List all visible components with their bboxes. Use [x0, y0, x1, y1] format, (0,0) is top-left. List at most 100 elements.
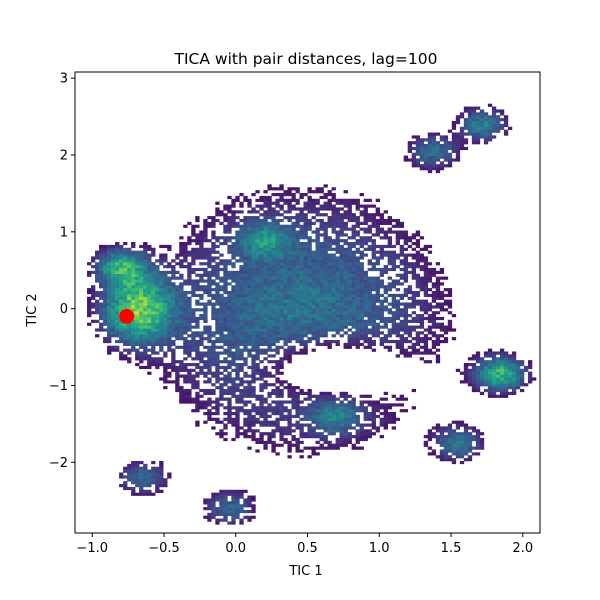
heatmap-cell	[467, 132, 473, 136]
heatmap-cell	[243, 348, 248, 352]
heatmap-cell	[247, 233, 252, 237]
heatmap-cell	[271, 210, 276, 214]
heatmap-cell	[155, 360, 160, 364]
heatmap-cell	[115, 334, 120, 338]
heatmap-cell	[203, 290, 208, 295]
heatmap-cell	[475, 112, 481, 116]
heatmap-cell	[367, 302, 372, 306]
heatmap-cell	[295, 296, 300, 300]
heatmap-cell	[259, 339, 264, 344]
heatmap-cell	[487, 380, 493, 384]
heatmap-cell	[351, 400, 356, 404]
heatmap-cell	[331, 426, 336, 430]
heatmap-cell	[327, 311, 332, 315]
heatmap-cell	[363, 334, 368, 338]
heatmap-cell	[327, 218, 332, 223]
heatmap-cell	[235, 492, 240, 496]
heatmap-cell	[371, 308, 376, 312]
heatmap-cell	[111, 259, 116, 263]
heatmap-cell	[283, 265, 288, 269]
heatmap-cell	[243, 322, 248, 326]
heatmap-cell	[223, 285, 228, 289]
heatmap-cell	[315, 308, 320, 312]
heatmap-cell	[203, 270, 208, 274]
heatmap-cell	[87, 314, 92, 318]
heatmap-cell	[123, 475, 128, 479]
heatmap-cell	[419, 285, 425, 289]
heatmap-cell	[283, 429, 288, 433]
heatmap-cell	[371, 296, 376, 300]
heatmap-cell	[235, 345, 240, 349]
heatmap-cell	[343, 414, 348, 419]
heatmap-cell	[307, 250, 312, 254]
heatmap-cell	[259, 322, 264, 326]
heatmap-cell	[279, 239, 284, 243]
heatmap-cell	[203, 233, 208, 237]
heatmap-cell	[431, 285, 437, 289]
heatmap-cell	[323, 201, 328, 205]
heatmap-cell	[319, 334, 324, 338]
heatmap-cell	[151, 319, 156, 323]
heatmap-cell	[319, 293, 324, 298]
heatmap-cell	[395, 279, 400, 283]
heatmap-cell	[491, 354, 497, 358]
heatmap-cell	[487, 354, 493, 358]
heatmap-cell	[215, 521, 220, 525]
heatmap-cell	[315, 325, 320, 329]
heatmap-cell	[251, 342, 256, 347]
heatmap-cell	[471, 363, 477, 367]
heatmap-cell	[331, 302, 336, 306]
heatmap-cell	[323, 224, 328, 228]
heatmap-cell	[223, 265, 228, 269]
heatmap-cell	[103, 285, 108, 289]
heatmap-cell	[327, 279, 332, 283]
heatmap-cell	[395, 241, 400, 246]
heatmap-cell	[299, 337, 304, 341]
heatmap-cell	[299, 267, 304, 272]
heatmap-cell	[283, 288, 288, 292]
heatmap-cell	[287, 411, 292, 416]
heatmap-cell	[283, 282, 288, 286]
heatmap-cell	[491, 365, 497, 370]
heatmap-cell	[199, 288, 204, 292]
heatmap-cell	[439, 435, 445, 439]
heatmap-cell	[347, 270, 352, 274]
heatmap-cell	[455, 158, 461, 162]
heatmap-cell	[327, 285, 332, 289]
heatmap-cell	[211, 273, 216, 277]
heatmap-cell	[151, 270, 156, 274]
heatmap-cell	[271, 331, 276, 335]
heatmap-cell	[115, 282, 120, 286]
heatmap-cell	[287, 400, 292, 404]
heatmap-cell	[487, 135, 493, 139]
heatmap-cell	[275, 293, 280, 298]
heatmap-cell	[107, 259, 112, 263]
heatmap-cell	[119, 273, 124, 277]
heatmap-cell	[183, 322, 188, 326]
heatmap-cell	[295, 420, 300, 424]
heatmap-cell	[339, 302, 344, 306]
heatmap-cell	[151, 285, 156, 289]
heatmap-cell	[215, 371, 220, 375]
heatmap-cell	[231, 314, 236, 318]
heatmap-cell	[299, 305, 304, 309]
heatmap-cell	[299, 411, 304, 416]
heatmap-cell	[275, 339, 280, 344]
heatmap-cell	[347, 342, 352, 347]
heatmap-cell	[151, 305, 156, 309]
heatmap-cell	[351, 253, 356, 257]
heatmap-cell	[271, 250, 276, 254]
heatmap-cell	[131, 250, 136, 254]
heatmap-cell	[379, 337, 384, 341]
heatmap-cell	[375, 233, 380, 237]
heatmap-cell	[367, 247, 372, 251]
heatmap-cell	[227, 319, 232, 323]
heatmap-cell	[483, 354, 489, 358]
heatmap-cell	[415, 325, 421, 329]
heatmap-cell	[275, 345, 280, 349]
heatmap-cell	[239, 279, 244, 283]
heatmap-cell	[203, 256, 208, 260]
heatmap-cell	[127, 475, 132, 479]
heatmap-cell	[163, 311, 168, 315]
heatmap-cell	[287, 276, 292, 280]
